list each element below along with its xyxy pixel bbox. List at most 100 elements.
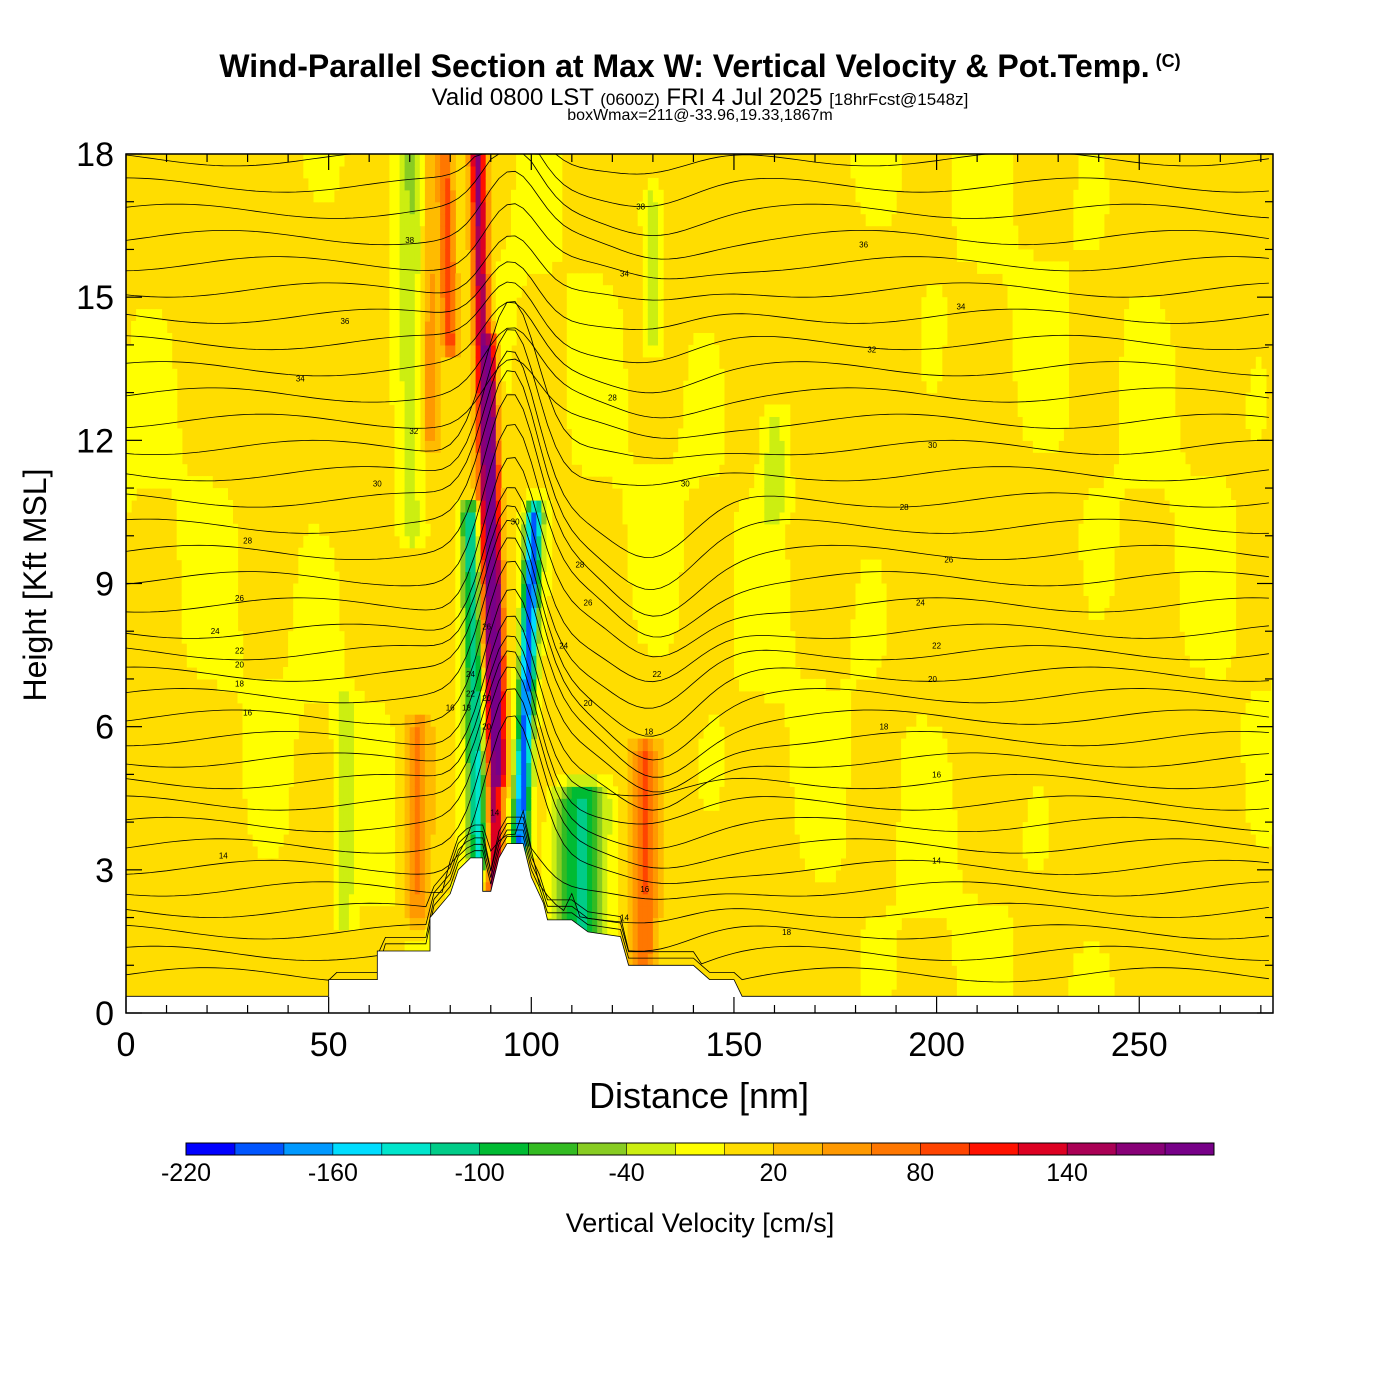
velocity-cell xyxy=(1037,356,1044,370)
velocity-cell xyxy=(891,201,897,215)
velocity-cell xyxy=(1144,368,1150,382)
velocity-cell xyxy=(961,929,968,942)
velocity-cell xyxy=(769,523,776,537)
velocity-cell xyxy=(896,154,902,167)
velocity-cell xyxy=(404,428,411,441)
velocity-cell xyxy=(1048,368,1054,382)
velocity-cell xyxy=(1250,822,1257,835)
velocity-cell xyxy=(485,309,492,322)
velocity-cell xyxy=(389,822,396,835)
velocity-cell xyxy=(1184,511,1191,525)
velocity-cell xyxy=(627,762,634,775)
velocity-cell xyxy=(627,869,634,883)
velocity-cell xyxy=(419,941,426,954)
velocity-cell xyxy=(455,643,461,656)
velocity-cell xyxy=(658,237,664,250)
velocity-cell xyxy=(1088,189,1095,203)
velocity-cell xyxy=(566,869,573,883)
velocity-cell xyxy=(1022,356,1029,370)
velocity-cell xyxy=(1083,201,1090,215)
velocity-cell xyxy=(196,547,203,561)
velocity-cell xyxy=(607,810,613,823)
velocity-cell xyxy=(652,559,659,573)
velocity-cell xyxy=(460,607,467,620)
velocity-cell xyxy=(870,177,877,191)
velocity-cell xyxy=(1017,380,1024,394)
velocity-cell xyxy=(875,965,882,978)
velocity-cell xyxy=(718,750,725,763)
velocity-cell xyxy=(181,464,188,477)
velocity-cell xyxy=(759,488,765,501)
velocity-cell xyxy=(972,189,978,203)
velocity-cell xyxy=(845,750,852,763)
velocity-cell xyxy=(136,452,142,465)
velocity-cell xyxy=(931,285,938,298)
velocity-cell xyxy=(1088,511,1095,525)
velocity-cell xyxy=(673,535,679,549)
velocity-cell xyxy=(840,810,846,823)
velocity-cell xyxy=(658,523,664,537)
velocity-cell xyxy=(333,154,340,167)
velocity-cell xyxy=(430,321,436,334)
velocity-cell xyxy=(521,595,527,608)
velocity-cell xyxy=(652,881,659,895)
velocity-cell xyxy=(1088,965,1095,978)
velocity-cell xyxy=(176,535,183,549)
velocity-cell xyxy=(323,690,330,704)
velocity-cell xyxy=(1255,798,1262,811)
velocity-cell xyxy=(1002,965,1009,978)
velocity-cell xyxy=(961,225,968,239)
velocity-cell xyxy=(404,941,411,954)
velocity-cell xyxy=(1225,631,1232,644)
velocity-cell xyxy=(490,368,497,382)
velocity-cell xyxy=(587,452,593,465)
velocity-cell xyxy=(1043,404,1049,417)
velocity-cell xyxy=(820,702,826,716)
velocity-cell xyxy=(490,404,497,417)
velocity-cell xyxy=(1265,714,1272,728)
velocity-cell xyxy=(430,726,436,740)
velocity-cell xyxy=(718,416,725,429)
velocity-cell xyxy=(419,500,426,513)
velocity-cell xyxy=(404,404,411,417)
velocity-cell xyxy=(602,404,608,417)
velocity-cell xyxy=(911,869,917,883)
velocity-cell xyxy=(303,607,309,620)
velocity-cell xyxy=(298,571,304,585)
velocity-cell xyxy=(693,368,700,382)
velocity-cell xyxy=(495,595,502,608)
velocity-cell xyxy=(156,452,163,465)
velocity-cell xyxy=(1159,440,1166,453)
velocity-cell xyxy=(865,989,872,1002)
velocity-cell xyxy=(789,690,796,704)
velocity-cell xyxy=(921,774,928,787)
velocity-cell xyxy=(186,500,193,513)
velocity-cell xyxy=(278,762,284,775)
velocity-cell xyxy=(136,309,142,322)
velocity-cell xyxy=(1113,500,1120,513)
velocity-cell xyxy=(855,154,862,167)
velocity-cell xyxy=(303,643,309,656)
velocity-cell xyxy=(688,404,695,417)
velocity-cell xyxy=(298,559,304,573)
velocity-cell xyxy=(845,678,852,692)
velocity-cell xyxy=(855,165,862,179)
velocity-cell xyxy=(308,177,315,191)
velocity-cell xyxy=(1032,285,1039,298)
velocity-cell xyxy=(683,404,689,417)
velocity-cell xyxy=(338,905,345,919)
velocity-cell xyxy=(1043,285,1049,298)
velocity-cell xyxy=(354,762,360,775)
velocity-cell xyxy=(389,869,396,883)
velocity-cell xyxy=(1032,321,1039,334)
velocity-cell xyxy=(647,297,654,310)
velocity-cell xyxy=(582,297,588,310)
velocity-cell xyxy=(1027,261,1034,274)
velocity-cell xyxy=(531,225,537,239)
velocity-cell xyxy=(202,631,208,644)
velocity-cell xyxy=(587,273,593,286)
velocity-cell xyxy=(1083,177,1090,191)
velocity-cell xyxy=(151,476,157,489)
velocity-cell xyxy=(283,714,289,728)
velocity-cell xyxy=(166,404,173,417)
